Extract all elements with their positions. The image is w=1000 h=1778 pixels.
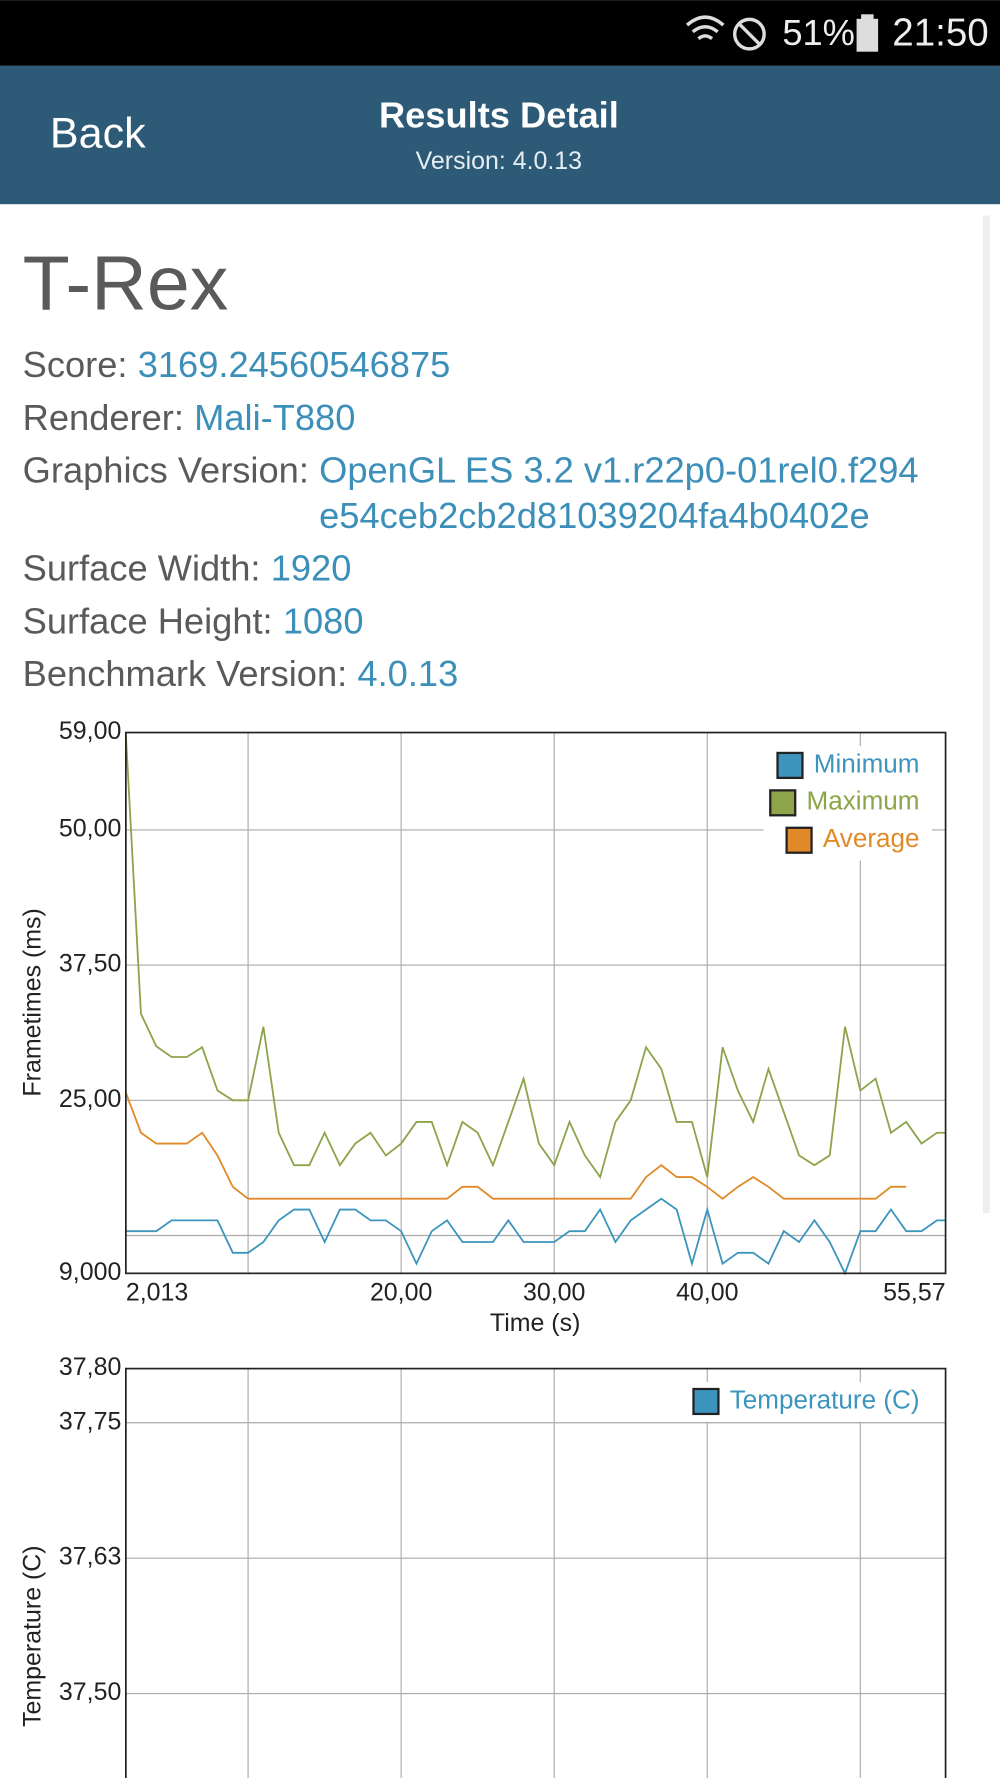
detail-label: Surface Height: <box>23 600 273 641</box>
legend-label: Average <box>823 823 920 853</box>
details: Score: 3169.24560546875 Renderer: Mali-T880… <box>23 344 919 694</box>
legend-swatch <box>769 789 797 817</box>
x-axis-title: Time (s) <box>490 1309 580 1337</box>
detail-value: 3169.24560546875 <box>138 344 451 385</box>
battery: 51% <box>782 12 855 53</box>
detail-value: OpenGL ES 3.2 v1.r22p0-01rel0.f294 <box>319 449 918 490</box>
y-axis-title: Frametimes (ms) <box>19 908 47 1096</box>
back-button[interactable]: Back <box>50 110 146 158</box>
detail-value: Mali-T880 <box>194 397 355 438</box>
title: Results Detail <box>379 95 619 136</box>
plot-border <box>125 731 947 1275</box>
test-name: T-Rex <box>23 241 229 327</box>
detail-label: Renderer: <box>23 397 184 438</box>
legend-label: Minimum <box>814 748 920 778</box>
detail-label: Surface Width: <box>23 548 261 589</box>
detail-value: 1920 <box>271 548 352 589</box>
detail-label: Graphics Version: <box>23 449 309 490</box>
x-tick-label: 30,00 <box>523 1278 585 1306</box>
y-tick-label: 37,63 <box>59 1543 121 1571</box>
series-line <box>125 1092 907 1200</box>
charts: 9,000 25,00 37,50 50,00 59,00 2,013 20,00 30,00… <box>19 717 947 1778</box>
y-tick-label: 50,00 <box>59 814 121 842</box>
legend-background <box>686 1382 932 1422</box>
y-tick-label: 37,50 <box>59 1678 121 1706</box>
detail-label: Benchmark Version: <box>23 653 348 694</box>
chart: 37,80 37,75 37,63 37,50 Temperature (C) Tempe… <box>19 1353 947 1778</box>
legend-swatch <box>776 751 804 780</box>
y-tick-label: 37,80 <box>59 1353 121 1381</box>
chart: 9,000 25,00 37,50 50,00 59,00 2,013 20,00 30,00… <box>19 717 947 1337</box>
plot-area <box>125 1368 946 1778</box>
x-tick-label: 20,00 <box>370 1278 432 1306</box>
x-tick-label: 40,00 <box>676 1278 738 1306</box>
y-tick-label: 25,00 <box>59 1085 121 1113</box>
subtitle: Version: 4.0.13 <box>416 147 582 175</box>
x-tick-label: 2,013 <box>126 1278 188 1306</box>
app-bar <box>0 65 1000 205</box>
y-tick-label: 37,50 <box>59 950 121 978</box>
y-axis-title: Temperature (C) <box>19 1545 47 1727</box>
y-tick-label: 37,75 <box>59 1407 121 1435</box>
detail-value: 4.0.13 <box>357 653 458 694</box>
scrollbar <box>982 215 990 1214</box>
plot-border <box>125 1367 947 1778</box>
status-bar <box>0 0 1000 66</box>
clock: 21:50 <box>892 11 988 54</box>
legend-swatch <box>692 1387 720 1416</box>
legend-swatch <box>785 826 813 854</box>
detail-label: Score: <box>23 344 128 385</box>
y-tick-label: 59,00 <box>59 717 121 745</box>
detail-value: e54ceb2cb2d81039204fa4b0402e <box>319 495 870 536</box>
detail-value: 1080 <box>283 600 364 641</box>
y-tick-label: 9,000 <box>59 1258 121 1286</box>
legend-label: Maximum <box>807 786 920 816</box>
legend-label: Temperature (C) <box>730 1384 920 1414</box>
status-icons <box>685 14 879 52</box>
x-tick-label: 55,57 <box>883 1278 945 1306</box>
series-line <box>124 734 946 1180</box>
series-line <box>125 1197 946 1276</box>
